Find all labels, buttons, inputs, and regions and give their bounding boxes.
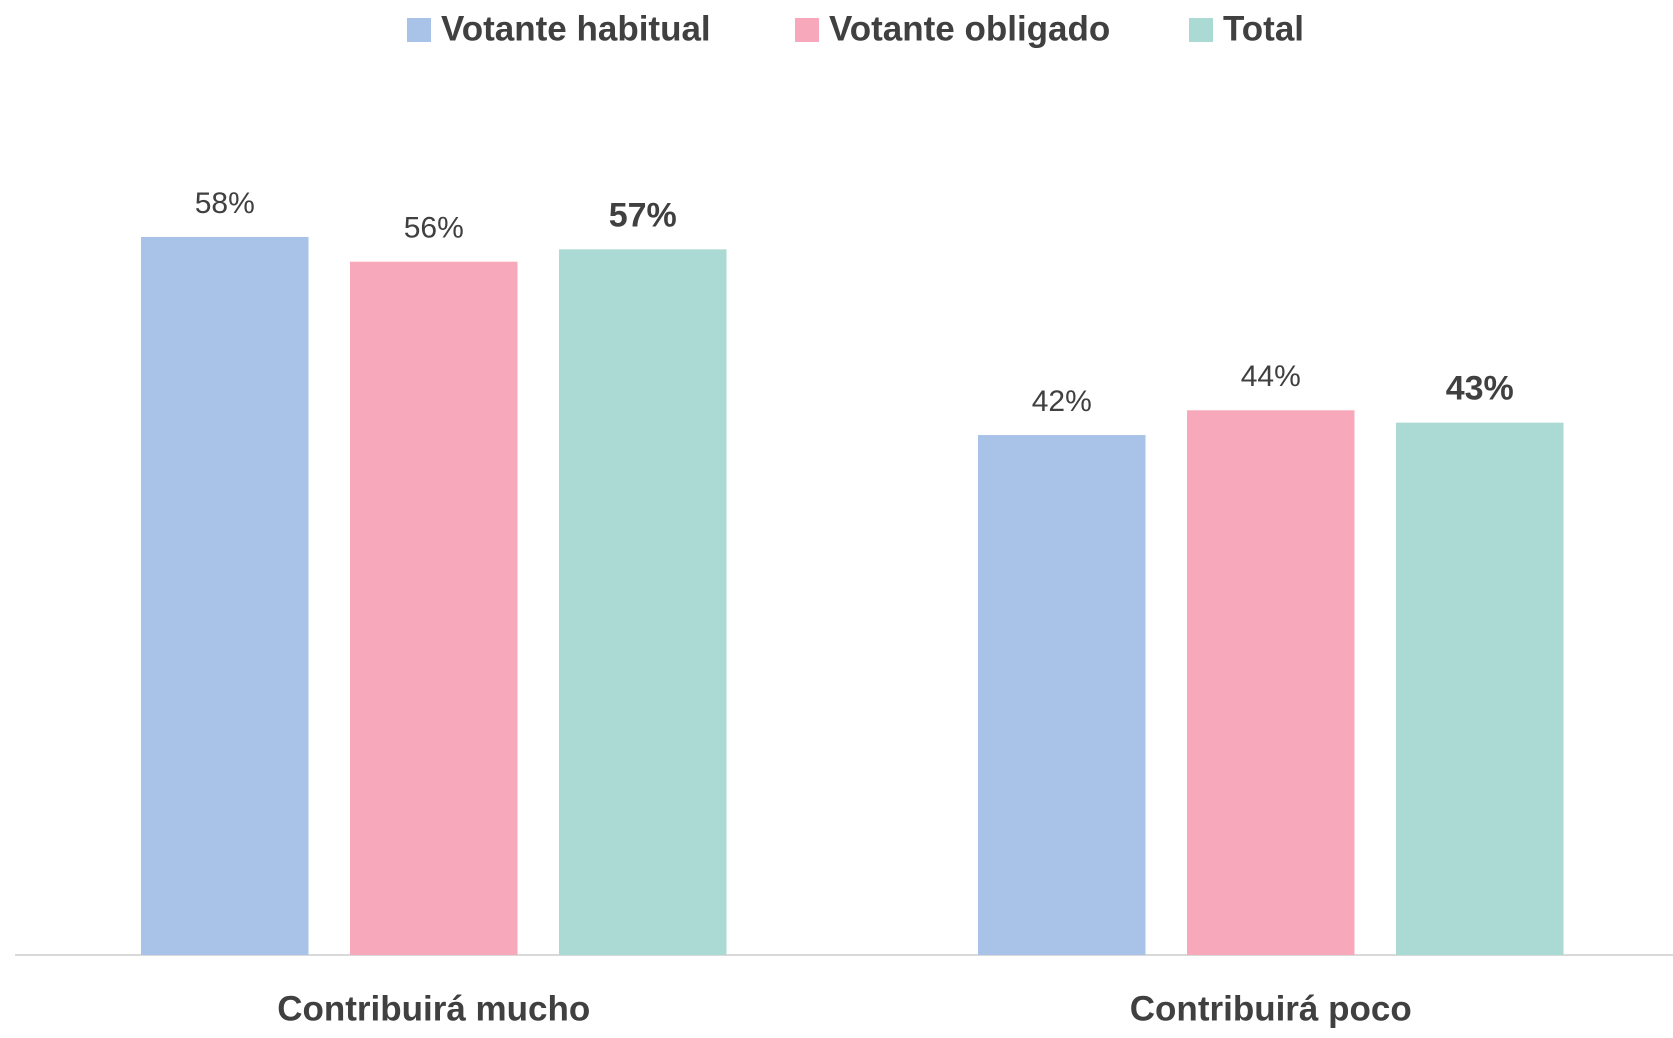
legend-swatch bbox=[407, 18, 431, 42]
bar bbox=[559, 249, 727, 956]
bar bbox=[978, 435, 1146, 955]
bar bbox=[141, 236, 309, 955]
x-tick-label: Contribuirá poco bbox=[1130, 989, 1412, 1028]
value-label: 57% bbox=[609, 196, 677, 234]
legend-swatch bbox=[795, 18, 819, 42]
value-label: 43% bbox=[1446, 370, 1514, 408]
legend-label: Votante obligado bbox=[829, 9, 1110, 48]
value-label: 44% bbox=[1241, 360, 1301, 393]
legend-label: Votante habitual bbox=[441, 9, 711, 48]
value-label: 42% bbox=[1032, 385, 1092, 418]
value-label: 56% bbox=[404, 212, 464, 245]
x-tick-label: Contribuirá mucho bbox=[277, 989, 590, 1028]
legend-swatch bbox=[1189, 18, 1213, 42]
bar bbox=[1396, 422, 1564, 955]
bar bbox=[350, 261, 518, 956]
value-label: 58% bbox=[195, 187, 255, 220]
bar bbox=[1187, 410, 1355, 955]
legend-label: Total bbox=[1223, 9, 1304, 48]
